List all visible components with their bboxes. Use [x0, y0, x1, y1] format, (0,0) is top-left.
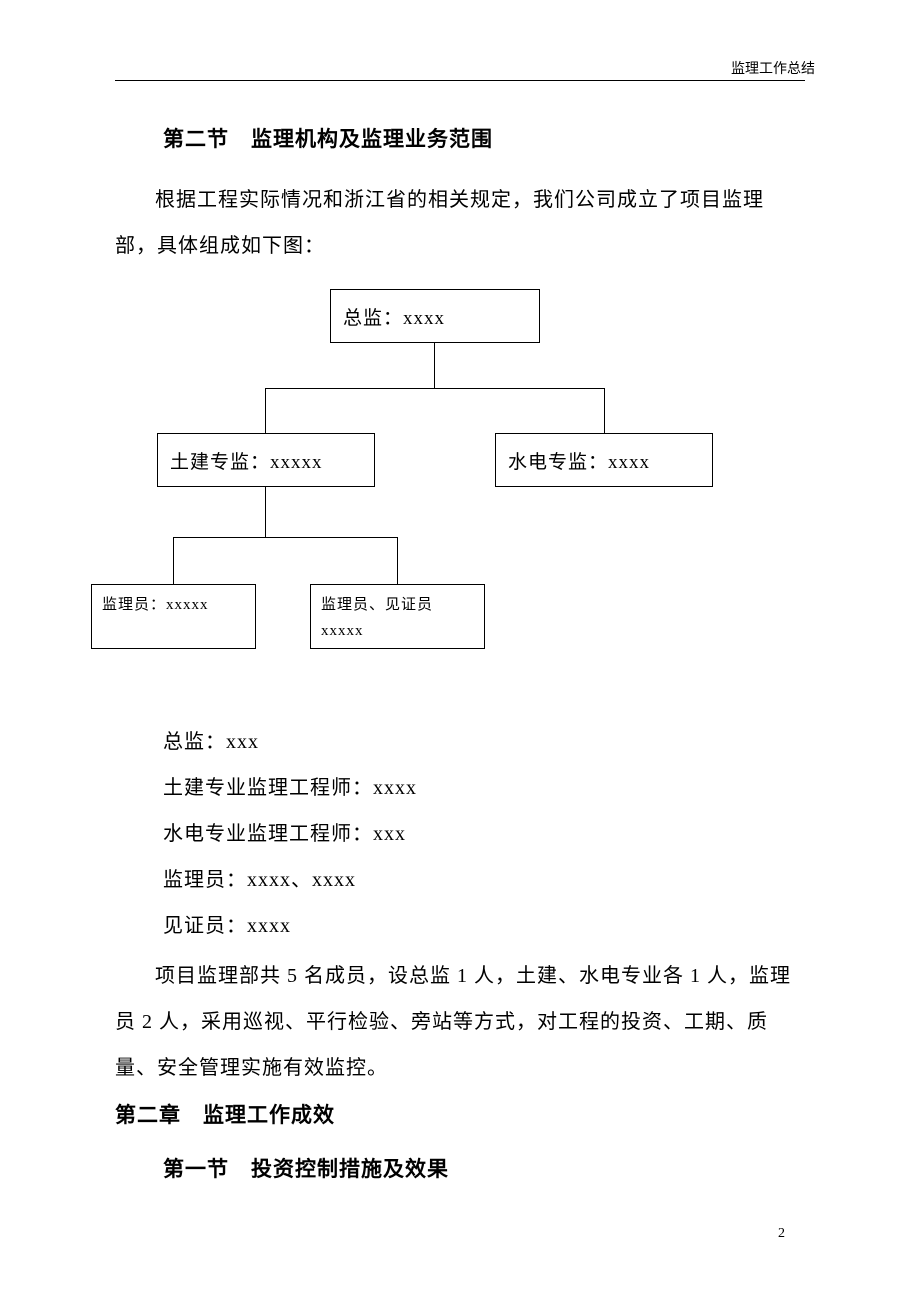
org-connector: [265, 388, 266, 433]
role-item: 土建专业监理工程师：xxxx: [163, 765, 805, 811]
org-node-label: 总监：xxxx: [343, 303, 445, 330]
org-connector: [604, 388, 605, 433]
org-node-civil: 土建专监：xxxxx: [157, 433, 375, 487]
org-connector: [173, 537, 174, 584]
org-node-label-line2: xxxxx: [321, 623, 364, 639]
summary-paragraph: 项目监理部共 5 名成员，设总监 1 人，土建、水电专业各 1 人，监理员 2 …: [115, 953, 805, 1091]
org-connector: [265, 487, 266, 537]
org-node-mep: 水电专监：xxxx: [495, 433, 713, 487]
org-node-label: 土建专监：xxxxx: [170, 447, 323, 474]
page-content: 第二节 监理机构及监理业务范围 根据工程实际情况和浙江省的相关规定，我们公司成立…: [115, 123, 805, 1207]
org-node-supervisor-2: 监理员、见证员 xxxxx: [310, 584, 485, 649]
org-connector: [397, 537, 398, 584]
page-number: 2: [778, 1226, 785, 1242]
org-node-director: 总监：xxxx: [330, 289, 540, 343]
header-rule: [115, 80, 805, 81]
role-item: 监理员：xxxx、xxxx: [163, 857, 805, 903]
org-node-label: 监理员：xxxxx: [102, 597, 209, 613]
org-connector: [265, 388, 605, 389]
chapter-2-title: 第二章 监理工作成效: [115, 1099, 805, 1129]
section-2-intro: 根据工程实际情况和浙江省的相关规定，我们公司成立了项目监理部，具体组成如下图：: [115, 177, 805, 269]
role-item: 水电专业监理工程师：xxx: [163, 811, 805, 857]
org-node-label: 水电专监：xxxx: [508, 447, 650, 474]
section-2-title: 第二节 监理机构及监理业务范围: [163, 123, 805, 153]
org-connector: [173, 537, 398, 538]
role-item: 总监：xxx: [163, 719, 805, 765]
org-node-label-line1: 监理员、见证员: [321, 597, 433, 613]
running-header: 监理工作总结: [731, 58, 815, 78]
role-item: 见证员：xxxx: [163, 903, 805, 949]
org-connector: [434, 343, 435, 388]
org-chart: 总监：xxxx 土建专监：xxxxx 水电专监：xxxx 监理员：xxxxx 监…: [115, 289, 805, 709]
chapter-2-section-1-title: 第一节 投资控制措施及效果: [163, 1153, 805, 1183]
org-node-supervisor-1: 监理员：xxxxx: [91, 584, 256, 649]
